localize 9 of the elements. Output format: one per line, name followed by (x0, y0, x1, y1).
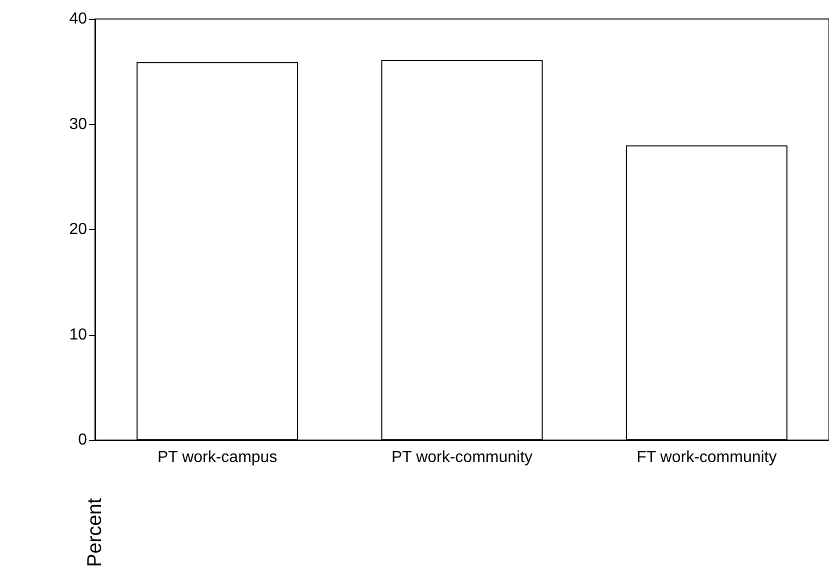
y-tick-label: 30 (69, 116, 88, 133)
y-axis-title: Percent (84, 498, 106, 568)
y-tick-label: 20 (69, 221, 88, 238)
x-tick-label: PT work-campus (157, 449, 278, 466)
x-tick-label: FT work-community (636, 449, 777, 466)
y-tick-label: 0 (78, 432, 88, 449)
y-tick-label: 40 (69, 10, 88, 28)
x-tick-label: PT work-community (391, 449, 533, 466)
y-tick-label: 10 (69, 326, 88, 344)
